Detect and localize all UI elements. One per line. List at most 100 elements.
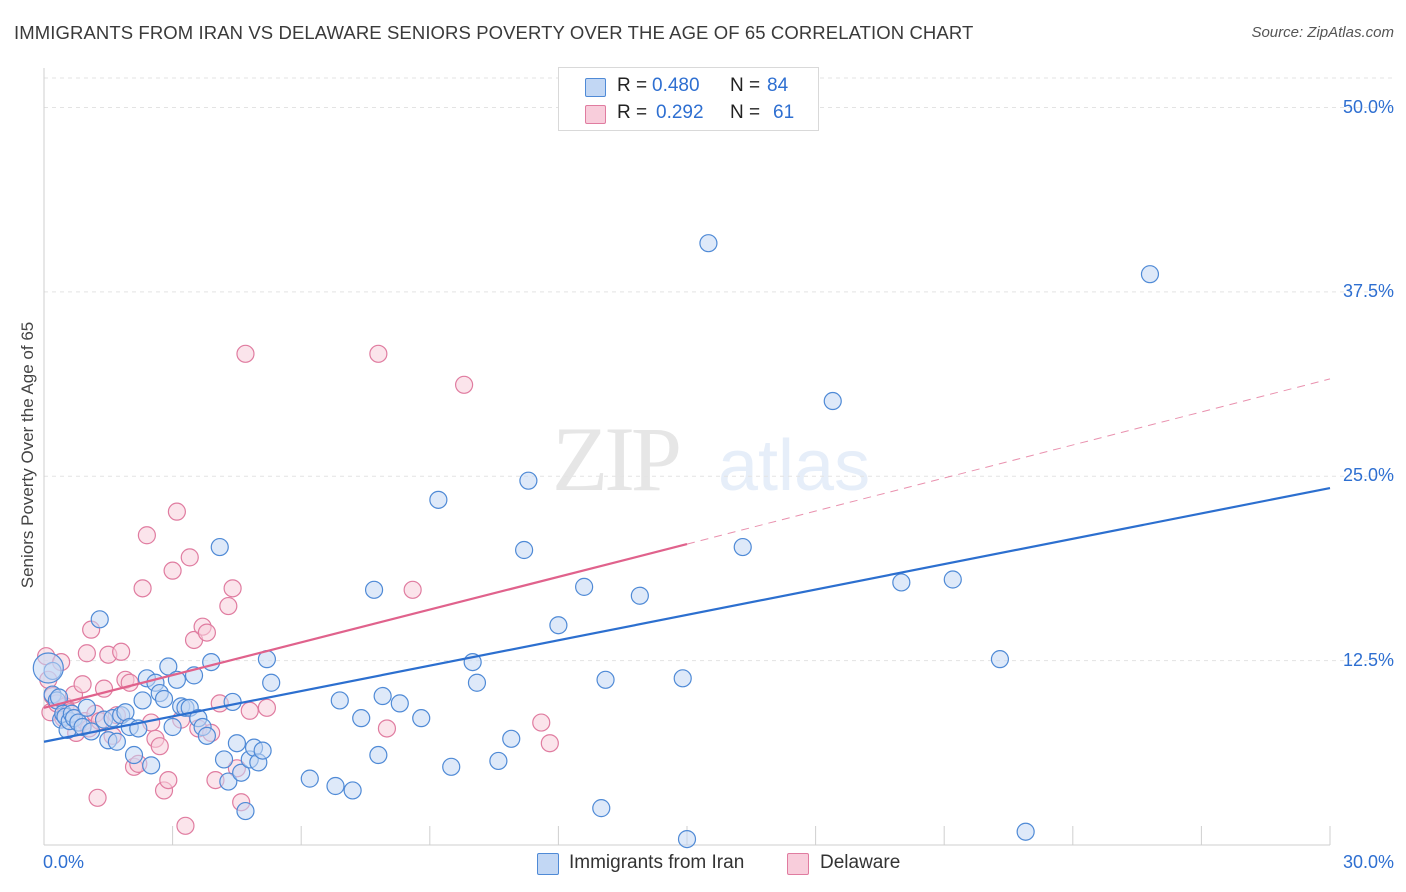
legend-swatch-iran <box>585 78 606 97</box>
data-point-delaware <box>159 770 178 790</box>
data-point-delaware <box>77 644 96 663</box>
data-point-iran <box>467 673 487 692</box>
data-point-delaware <box>236 344 255 363</box>
legend-n-value: 84 <box>767 75 789 96</box>
data-point-iran <box>214 750 234 769</box>
data-point-iran <box>300 769 319 788</box>
data-point-iran <box>390 694 409 713</box>
trend-line-delaware-extension <box>686 378 1331 545</box>
grid-lines <box>44 77 1396 662</box>
legend-r-label: R = <box>617 102 648 123</box>
data-point-iran <box>596 670 615 689</box>
data-point-delaware <box>454 375 474 394</box>
bottom-legend-label-delaware: Delaware <box>820 852 901 873</box>
y-tick-label: 25.0% <box>1342 465 1394 486</box>
watermark: ZIP atlas <box>552 408 870 510</box>
data-point-iran <box>202 652 221 672</box>
data-point-iran <box>210 537 229 557</box>
data-point-iran <box>364 580 384 599</box>
data-point-iran <box>223 692 242 712</box>
data-point-delaware <box>377 719 397 738</box>
data-point-delaware <box>540 734 559 753</box>
chart-title: IMMIGRANTS FROM IRAN VS DELAWARE SENIORS… <box>14 22 974 43</box>
x-tick-label-max: 30.0% <box>1342 852 1394 872</box>
legend-row-iran: R = 0.480 N = 84 <box>559 74 818 100</box>
bottom-legend-label-iran: Immigrants from Iran <box>569 852 745 873</box>
data-point-iran <box>502 729 521 748</box>
data-point-delaware <box>257 698 277 717</box>
legend-n-label: N = <box>730 102 761 123</box>
data-point-iran <box>677 829 697 849</box>
y-tick-label: 37.5% <box>1342 280 1394 301</box>
data-point-iran <box>369 745 388 765</box>
data-point-iran <box>699 234 718 253</box>
y-tick-label: 12.5% <box>1342 649 1394 670</box>
data-point-delaware <box>133 579 152 598</box>
data-point-iran <box>133 691 152 710</box>
data-point-delaware <box>137 526 156 545</box>
data-point-iran <box>154 689 174 709</box>
data-point-delaware <box>88 788 107 807</box>
data-point-iran <box>630 586 649 605</box>
data-point-iran <box>343 781 362 800</box>
data-point-delaware <box>73 675 92 694</box>
data-point-delaware <box>219 596 238 616</box>
data-point-iran <box>236 801 255 821</box>
data-point-iran <box>442 757 461 776</box>
source-label: Source: ZipAtlas.com <box>1251 24 1394 41</box>
axes <box>43 68 1331 846</box>
data-point-iran <box>197 726 216 745</box>
series-iran-points <box>32 234 1160 849</box>
bottom-legend-swatch-delaware <box>787 853 809 875</box>
data-point-iran <box>943 570 962 589</box>
data-point-iran <box>227 734 246 753</box>
data-point-iran-cluster <box>32 652 64 684</box>
legend: R = 0.480 N = 84 R = 0.292 N = 61 <box>558 67 819 131</box>
data-point-iran <box>159 657 178 676</box>
data-point-iran <box>429 490 448 509</box>
y-tick-label: 50.0% <box>1342 96 1394 117</box>
trend-line-delaware <box>43 543 688 709</box>
data-point-iran <box>90 610 109 629</box>
data-point-delaware <box>180 548 199 567</box>
series-delaware-points <box>37 344 559 835</box>
data-point-delaware <box>167 502 186 521</box>
data-point-delaware <box>176 816 195 835</box>
data-point-iran <box>412 709 431 728</box>
data-point-iran <box>219 772 238 791</box>
data-point-iran <box>1016 822 1035 841</box>
data-point-delaware <box>112 642 131 661</box>
data-point-delaware <box>369 344 388 363</box>
legend-r-value: 0.480 <box>652 75 700 96</box>
data-point-iran <box>515 540 534 560</box>
data-point-iran <box>163 717 182 737</box>
data-point-delaware <box>240 701 259 720</box>
trend-lines <box>43 378 1331 743</box>
data-point-delaware <box>532 713 551 732</box>
data-point-delaware <box>150 737 169 756</box>
legend-n-label: N = <box>730 75 761 96</box>
data-point-iran <box>107 732 126 751</box>
data-point-iran <box>823 391 842 411</box>
data-point-iran <box>326 776 345 796</box>
data-point-iran <box>575 577 594 596</box>
data-point-delaware <box>163 561 182 580</box>
data-point-iran <box>262 673 281 692</box>
data-point-iran <box>673 669 692 688</box>
data-point-iran <box>549 616 568 635</box>
data-point-delaware <box>197 623 216 642</box>
legend-r-value: 0.292 <box>656 102 704 123</box>
watermark-atlas: atlas <box>718 426 870 506</box>
data-point-iran <box>373 686 392 706</box>
data-point-delaware <box>120 673 139 692</box>
data-point-iran <box>990 650 1010 669</box>
watermark-zip: ZIP <box>552 408 679 510</box>
data-point-iran <box>352 709 371 728</box>
legend-swatch-delaware <box>585 105 606 124</box>
data-point-iran <box>253 741 272 760</box>
bottom-legend-swatch-iran <box>537 853 559 875</box>
data-point-iran <box>124 745 144 765</box>
data-point-delaware <box>403 580 422 599</box>
legend-n-value: 61 <box>773 102 795 123</box>
